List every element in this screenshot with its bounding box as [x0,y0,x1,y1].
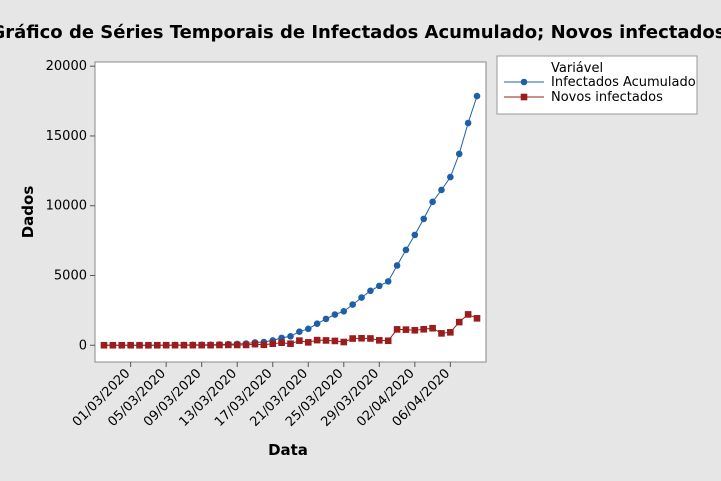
data-point [393,326,401,333]
data-point [180,341,188,349]
data-point [464,311,472,318]
data-point [376,337,383,344]
legend-swatch-marker [520,93,528,101]
data-point [189,341,197,349]
data-point [411,326,419,334]
data-point [296,328,303,336]
data-point [331,337,339,345]
legend-swatch-marker [520,78,528,86]
data-point [384,337,392,345]
legend-box [496,55,698,115]
data-point [313,320,321,327]
data-point [473,315,481,322]
data-point [438,186,445,194]
data-point [287,333,294,340]
data-point [429,198,436,206]
data-point [109,341,117,349]
data-point [269,340,277,347]
data-point [349,301,356,308]
data-point [251,340,259,348]
data-point [447,329,454,336]
series-layer [100,92,481,349]
data-point [153,341,161,349]
data-point [393,262,401,269]
data-point [429,324,436,332]
data-point [118,341,126,349]
data-point [464,119,472,127]
data-point [473,92,481,100]
data-point [322,315,330,323]
legend-label: Infectados Acumulado [551,75,696,90]
chart-title: Gráfico de Séries Temporais de Infectado… [0,22,721,43]
data-point [207,341,214,349]
data-point [447,173,454,181]
data-point [296,337,303,344]
y-axis: 0 5000 10000 15000 20000 [46,59,95,353]
data-point [145,341,152,349]
legend-item: Novos infectados [504,90,663,105]
data-point [455,150,463,158]
series-novos-infectados [100,311,481,349]
legend-item: Infectados Acumulado [504,75,696,90]
y-tick-label: 0 [79,338,87,353]
data-point [420,215,428,223]
data-point [198,341,205,349]
data-point [367,335,374,342]
data-point [358,334,365,342]
plot-area [94,61,487,363]
data-point [402,326,410,333]
data-point [278,339,285,347]
data-point [162,341,170,349]
y-tick-label: 5000 [54,268,87,283]
data-point [100,341,108,349]
data-point [313,336,321,344]
data-point [171,341,179,349]
y-axis-title: Dados [19,186,37,239]
data-point [260,341,268,349]
y-tick-label: 10000 [46,199,87,214]
x-axis-title: Data [268,441,308,459]
data-point [331,311,339,318]
data-point [358,294,365,301]
legend-label: Novos infectados [551,90,663,105]
x-axis: 01/03/202005/03/202009/03/202013/03/2020… [70,362,453,430]
data-point [349,335,356,342]
data-point [367,287,374,295]
data-point [438,330,445,337]
data-point [411,231,419,239]
data-point [225,341,232,349]
data-point [304,325,312,333]
data-point [322,337,330,344]
y-tick-label: 15000 [46,129,87,144]
data-point [455,318,463,326]
y-tick-label: 20000 [46,59,87,74]
data-point [136,341,143,349]
data-point [420,325,428,333]
data-point [216,341,223,349]
data-point [127,341,134,349]
data-point [384,278,392,285]
data-point [233,341,241,349]
data-point [402,246,410,254]
data-point [304,339,312,346]
data-point [340,338,348,346]
data-point [287,340,294,348]
data-point [242,341,250,349]
legend-title: Variável [551,61,603,76]
data-point [376,282,383,290]
data-point [340,308,348,315]
